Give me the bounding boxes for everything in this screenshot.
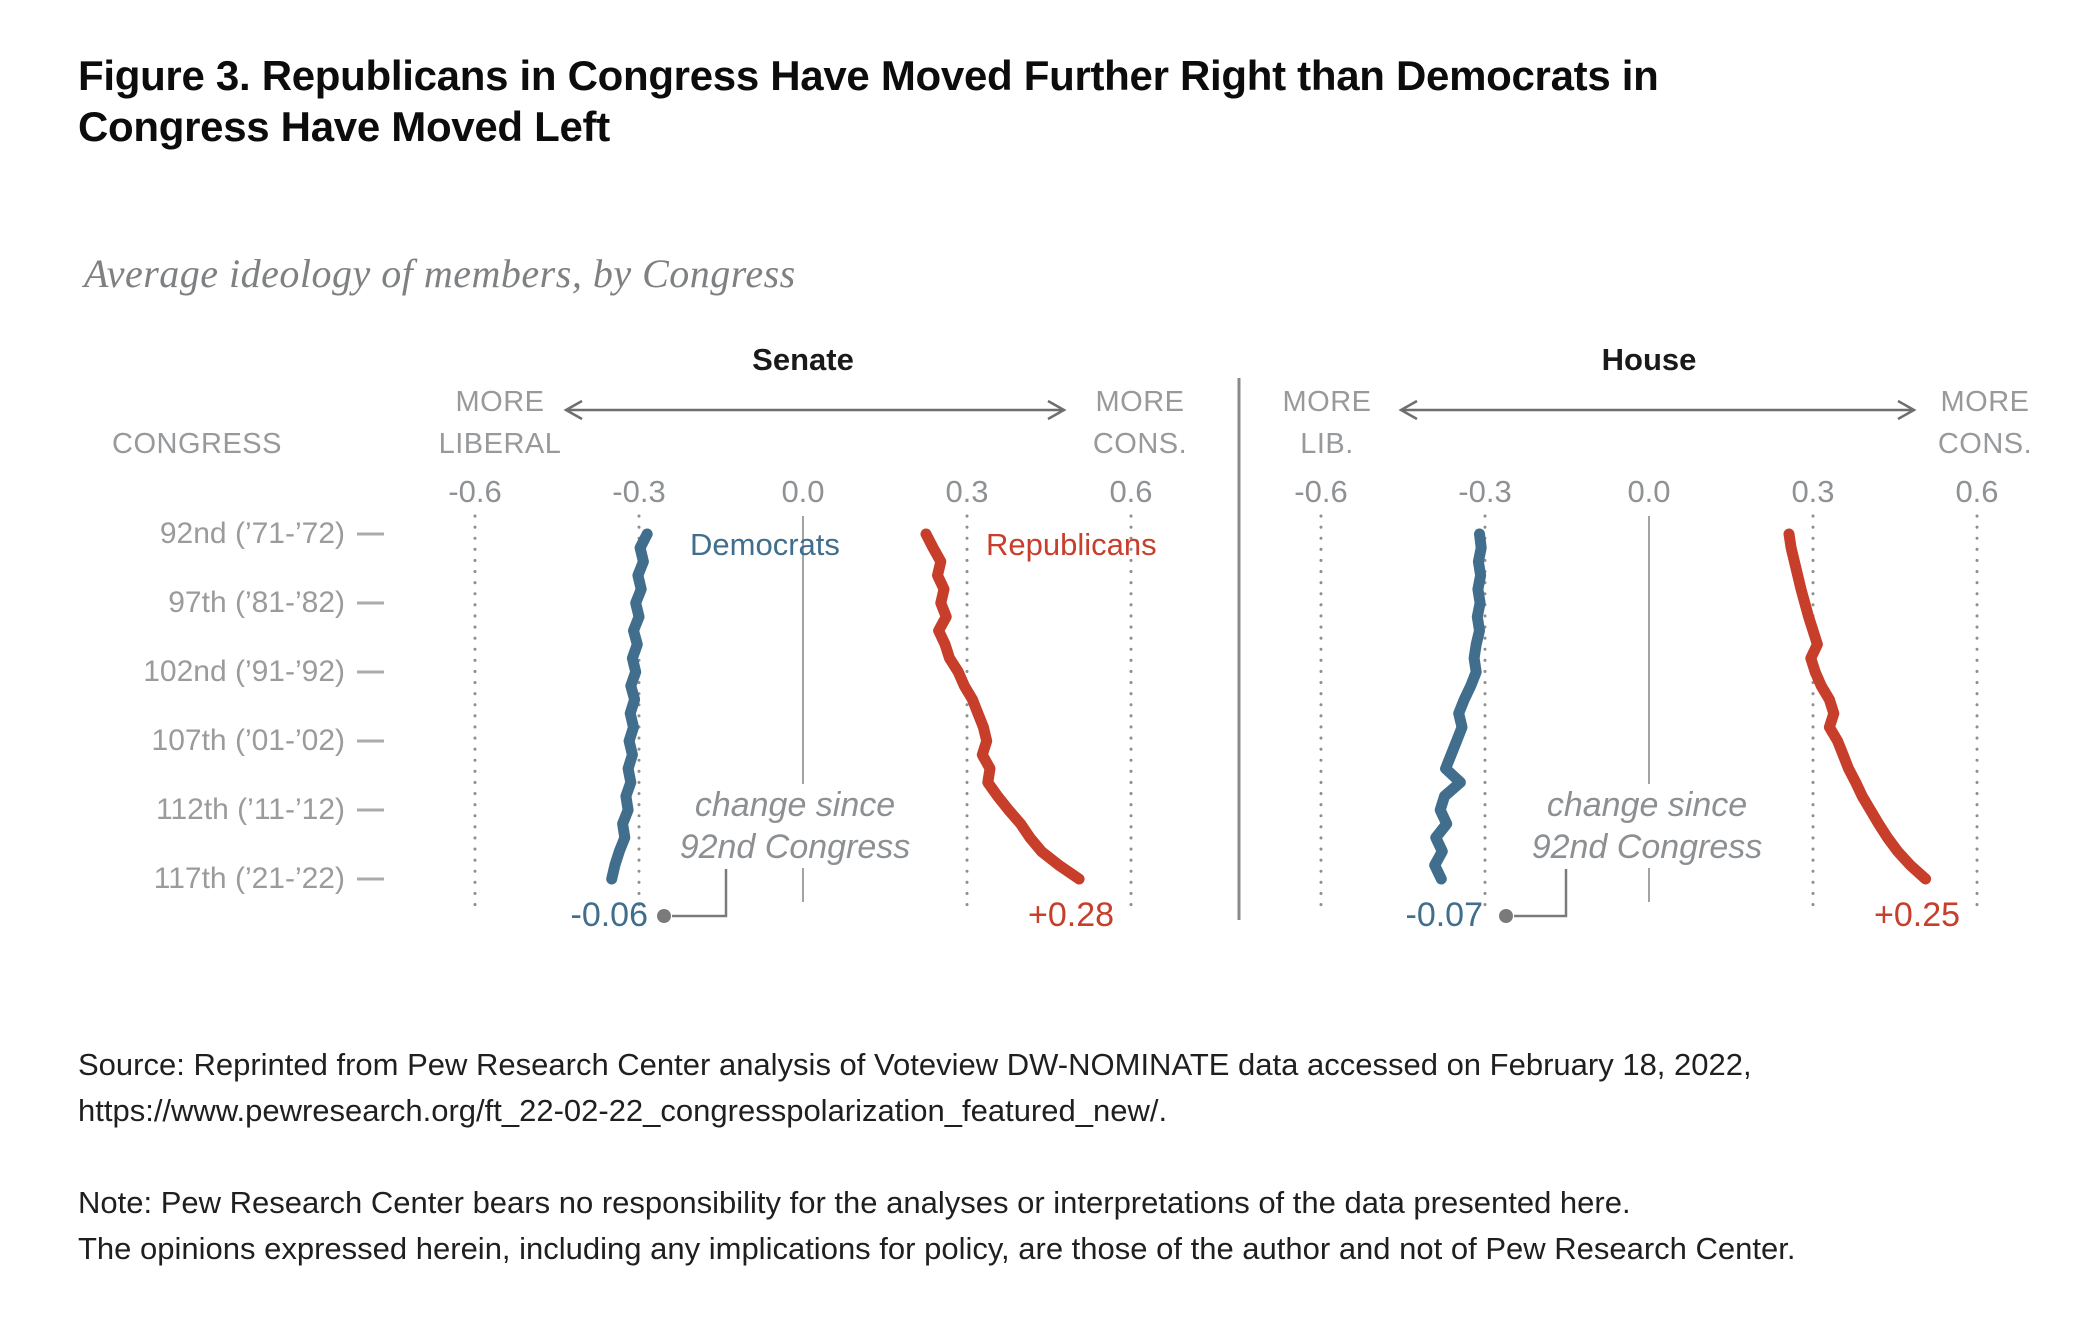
congress-axis-header: CONGRESS xyxy=(112,428,282,460)
house-tick-neg06: -0.6 xyxy=(1294,474,1348,509)
axis-arrow-right-head xyxy=(1897,399,1917,421)
congress-row-92: 92nd (’71-’72) xyxy=(159,517,345,550)
figure-title: Figure 3. Republicans in Congress Have M… xyxy=(78,50,2008,152)
axis-arrow-left-head xyxy=(1398,399,1418,421)
house-tick-00: 0.0 xyxy=(1627,474,1671,509)
callout-elbow xyxy=(1514,869,1568,918)
senate-tick-03: 0.3 xyxy=(945,474,989,509)
figure-title-line2: Congress Have Moved Left xyxy=(78,103,610,150)
congress-row-102: 102nd (’91-’92) xyxy=(143,655,345,688)
house-dem-change-value: -0.07 xyxy=(1405,896,1484,934)
axis-arrow-left-head xyxy=(563,399,583,421)
house-panel-title: House xyxy=(1601,342,1697,377)
senate-more-liberal-label: MORE LIBERAL xyxy=(438,386,562,460)
senate-tick-06: 0.6 xyxy=(1109,474,1153,509)
senate-change-annotation: change since 92nd Congress xyxy=(595,784,995,868)
senate-tick-neg03: -0.3 xyxy=(612,474,666,509)
senate-tick-00: 0.0 xyxy=(781,474,825,509)
house-tick-neg03: -0.3 xyxy=(1458,474,1512,509)
source-line1: Source: Reprinted from Pew Research Cent… xyxy=(78,1047,1752,1082)
senate-dem-change-value: -0.06 xyxy=(570,896,649,934)
note-text: Note: Pew Research Center bears no respo… xyxy=(78,1180,2058,1272)
house-more-cons-label: MORE CONS. xyxy=(1937,386,2033,460)
democrat-line xyxy=(606,528,653,885)
congress-row-117: 117th (’21-’22) xyxy=(153,862,345,895)
figure-title-line1: Figure 3. Republicans in Congress Have M… xyxy=(78,52,1659,99)
democrat-line xyxy=(1429,528,1487,885)
republicans-series-label: Republicans xyxy=(986,527,1157,562)
republican-line xyxy=(920,528,1085,885)
note-line2: The opinions expressed herein, including… xyxy=(78,1231,1796,1266)
house-tick-03: 0.3 xyxy=(1791,474,1835,509)
figure-subtitle: Average ideology of members, by Congress xyxy=(84,251,796,296)
house-tick-06: 0.6 xyxy=(1955,474,1999,509)
democrats-series-label: Democrats xyxy=(690,527,840,562)
senate-rep-change-value: +0.28 xyxy=(1027,896,1115,934)
congress-row-107: 107th (’01-’02) xyxy=(151,724,345,757)
congress-row-97: 97th (’81-’82) xyxy=(168,586,345,619)
source-text: Source: Reprinted from Pew Research Cent… xyxy=(78,1042,2058,1134)
senate-more-cons-label: MORE CONS. xyxy=(1092,386,1188,460)
republican-line xyxy=(1783,528,1932,885)
house-rep-change-value: +0.25 xyxy=(1873,896,1961,934)
callout-elbow xyxy=(672,869,728,918)
house-change-annotation: change since 92nd Congress xyxy=(1447,784,1847,868)
source-line2: https://www.pewresearch.org/ft_22-02-22_… xyxy=(78,1093,1168,1128)
axis-arrow-right-head xyxy=(1047,399,1067,421)
senate-panel-title: Senate xyxy=(752,342,854,377)
callout-dot xyxy=(657,909,671,923)
senate-tick-neg06: -0.6 xyxy=(448,474,502,509)
house-more-lib-label: MORE LIB. xyxy=(1282,386,1372,460)
callout-dot xyxy=(1499,909,1513,923)
congress-row-112: 112th (’11-’12) xyxy=(156,793,345,826)
note-line1: Note: Pew Research Center bears no respo… xyxy=(78,1185,1631,1220)
